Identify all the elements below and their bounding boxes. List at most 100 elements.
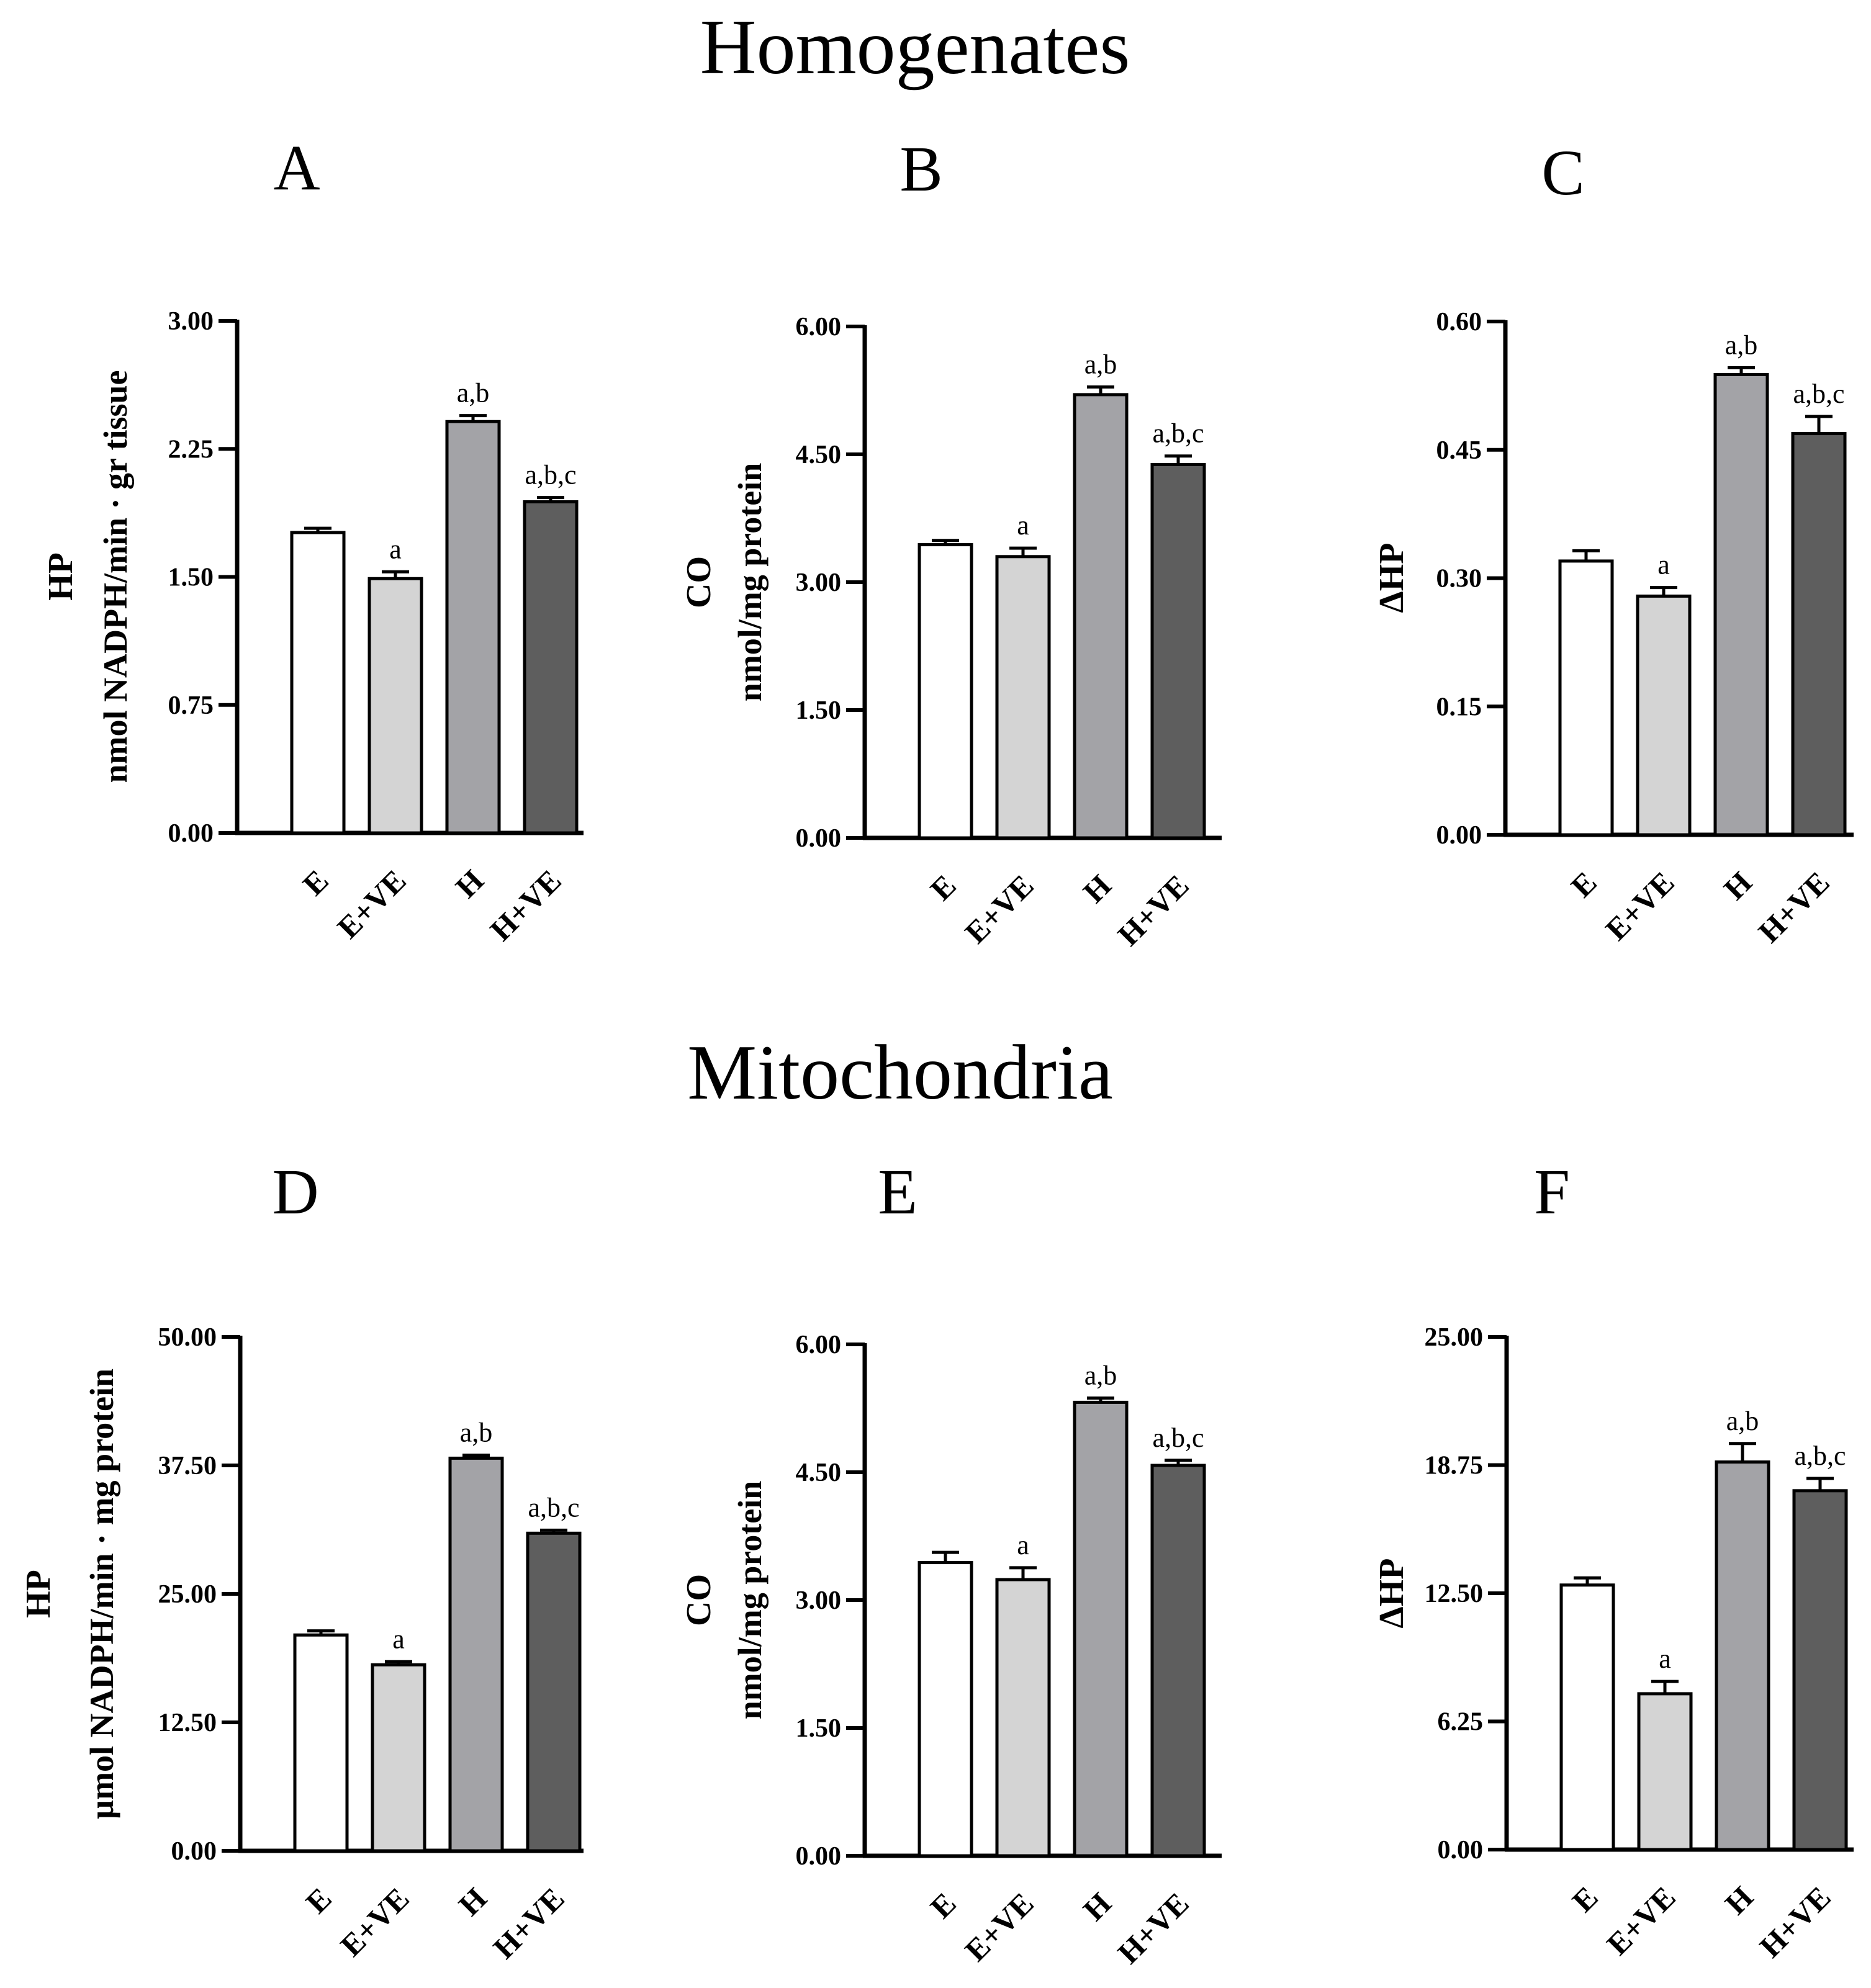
section-title-mitochondria: Mitochondria	[687, 1030, 1113, 1116]
bar	[290, 531, 346, 835]
x-category-label: E	[924, 868, 963, 907]
significance-label: a,b,c	[1152, 1423, 1204, 1453]
y-tick-label: 50.00	[158, 1323, 217, 1352]
significance-label: a,b	[1725, 330, 1758, 360]
x-category-label: E+VE	[958, 868, 1040, 950]
y-tick-label: 0.45	[1436, 436, 1482, 465]
bar	[445, 420, 501, 835]
y-tick-label: 6.00	[796, 1331, 842, 1359]
bar	[1791, 432, 1847, 837]
panel-label-b: B	[899, 133, 942, 205]
bar	[995, 555, 1051, 840]
bar	[1073, 393, 1129, 840]
y-tick-label: 0.00	[796, 1842, 842, 1871]
x-category-label: H	[1718, 1879, 1760, 1921]
significance-label: a,b	[460, 1417, 493, 1447]
x-category-label: E	[296, 863, 335, 902]
significance-label: a,b	[1084, 1361, 1117, 1391]
significance-label: a,b,c	[525, 460, 576, 490]
panel-label-a: A	[273, 132, 320, 204]
x-category-label: E+VE	[1598, 865, 1680, 947]
y-tick-label: 3.00	[796, 569, 842, 597]
x-category-label: H+VE	[1111, 1886, 1195, 1970]
bar	[1792, 1489, 1848, 1851]
x-category-label: H+VE	[486, 1881, 570, 1965]
chart-d: 0.00 12.50 25.00 37.50 50.00 HP µmol NADPH/min…	[19, 1323, 584, 1966]
x-category-label: E+VE	[1600, 1879, 1682, 1961]
bar	[917, 1561, 973, 1858]
x-category-label: E	[924, 1886, 963, 1925]
y-tick-label: 6.00	[796, 313, 842, 341]
panel-label-d: D	[272, 1156, 318, 1228]
y-tick-label: 3.00	[796, 1586, 842, 1615]
y-tick-label: 0.15	[1436, 693, 1482, 721]
y-tick-label: 12.50	[158, 1709, 217, 1737]
x-category-label: E+VE	[958, 1886, 1040, 1968]
panel-label-c: C	[1541, 137, 1584, 209]
x-category-label: E	[299, 1881, 338, 1920]
chart-b: 0.00 1.50 3.00 4.50 6.00 CO nmol/mg protein Ea E…	[680, 313, 1222, 953]
x-category-label: E+VE	[330, 863, 412, 945]
y-axis-units: nmol NADPH/min · gr tissue	[97, 370, 134, 783]
y-tick-label: 37.50	[158, 1452, 217, 1480]
y-axis-title: CO	[680, 556, 718, 608]
x-category-label: E	[1566, 1879, 1605, 1918]
y-axis-title: HP	[42, 552, 80, 601]
y-tick-label: 1.50	[168, 564, 214, 592]
bar	[1559, 1583, 1615, 1851]
y-axis-units: µmol NADPH/min · mg protein	[83, 1369, 120, 1819]
x-category-label: H	[1076, 868, 1118, 909]
bar	[523, 500, 579, 835]
y-axis-units: nmol/mg protein	[731, 1481, 769, 1720]
significance-label: a,b	[1084, 349, 1117, 380]
significance-label: a	[392, 1624, 405, 1654]
section-title-homogenates: Homogenates	[700, 4, 1130, 91]
bar	[1150, 462, 1206, 840]
bar	[917, 543, 973, 840]
y-tick-label: 1.50	[796, 696, 842, 725]
significance-label: a,b	[457, 378, 490, 408]
y-tick-label: 0.00	[796, 824, 842, 853]
x-category-label: H+VE	[1751, 865, 1836, 949]
chart-a: 0.00 0.75 1.50 2.25 3.00 HP nmol NADPH/min · g…	[42, 307, 584, 948]
x-category-label: H	[1076, 1886, 1118, 1927]
x-category-label: H	[449, 863, 490, 904]
y-tick-label: 0.75	[168, 691, 214, 720]
y-axis-title: CO	[680, 1574, 718, 1626]
y-tick-label: 0.30	[1436, 565, 1482, 593]
chart-f: 0.00 6.25 12.50 18.75 25.00 ΔHP Ea E+VE a,b Ha,b,…	[1373, 1323, 1854, 1964]
y-tick-label: 0.00	[1438, 1836, 1484, 1864]
bar	[1150, 1464, 1206, 1858]
y-tick-label: 18.75	[1425, 1452, 1484, 1480]
y-tick-label: 2.25	[168, 435, 214, 464]
bar	[1558, 559, 1614, 837]
significance-label: a,b	[1726, 1406, 1759, 1436]
bar	[448, 1456, 504, 1853]
significance-label: a,b,c	[1152, 418, 1204, 449]
y-axis-title: HP	[19, 1570, 58, 1618]
chart-e: 0.00 1.50 3.00 4.50 6.00 CO nmol/mg protein Ea E…	[680, 1331, 1222, 1971]
bar	[367, 577, 423, 835]
x-category-label: H	[452, 1881, 494, 1922]
significance-label: a	[1017, 510, 1029, 541]
x-category-label: E+VE	[333, 1881, 415, 1963]
x-category-label: H	[1717, 865, 1759, 906]
x-category-label: H+VE	[1111, 868, 1195, 952]
y-tick-label: 4.50	[796, 441, 842, 469]
bar	[293, 1633, 349, 1853]
y-tick-label: 1.50	[796, 1714, 842, 1743]
y-tick-label: 0.00	[171, 1837, 217, 1866]
y-axis-units: nmol/mg protein	[731, 463, 769, 702]
bar	[526, 1531, 582, 1853]
y-tick-label: 12.50	[1425, 1580, 1484, 1608]
y-tick-label: 4.50	[796, 1459, 842, 1487]
bar	[995, 1578, 1051, 1858]
y-tick-label: 0.00	[1436, 821, 1482, 850]
panel-label-f: F	[1534, 1156, 1570, 1228]
significance-label: a,b,c	[1794, 1441, 1846, 1471]
panel-label-e: E	[878, 1156, 917, 1228]
chart-c: 0.00 0.15 0.30 0.45 0.60 ΔHP Ea E+VE a,b Ha,b,c H+…	[1373, 308, 1854, 950]
y-tick-label: 3.00	[168, 307, 214, 336]
bar	[1073, 1400, 1129, 1858]
